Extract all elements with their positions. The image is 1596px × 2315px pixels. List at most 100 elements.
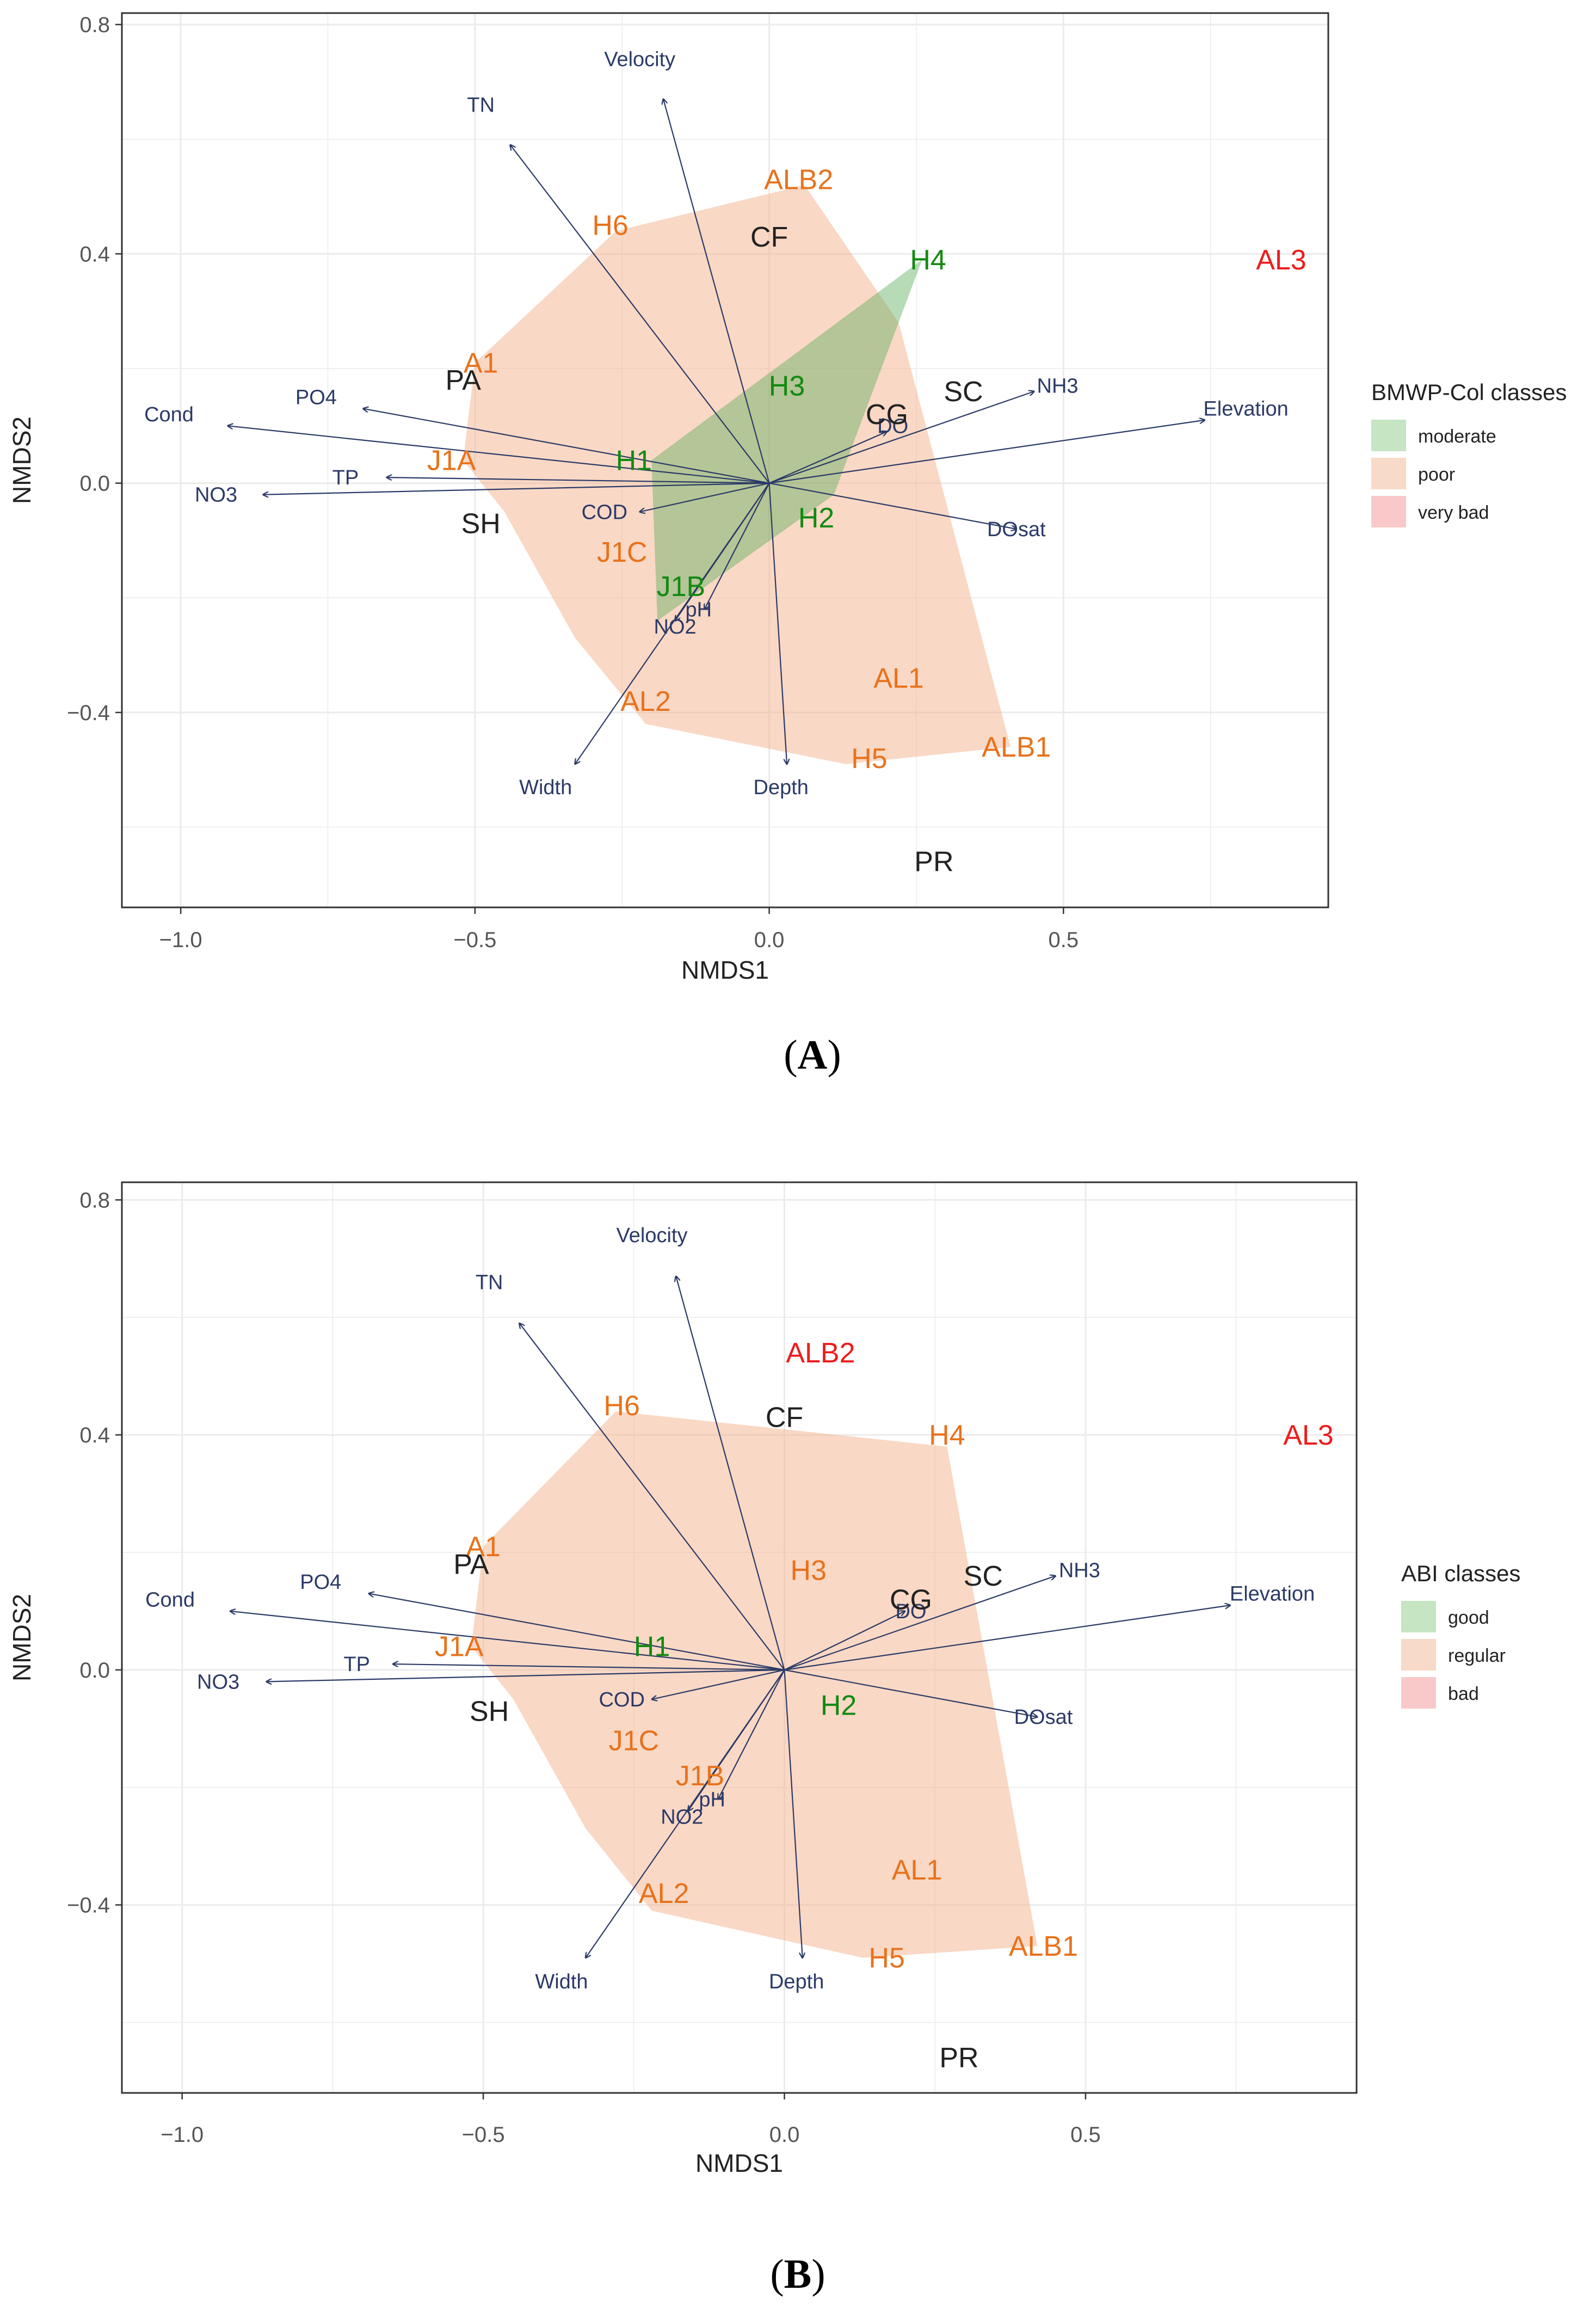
vector-label-ph: pH xyxy=(699,1788,725,1811)
plot-frame xyxy=(121,12,1329,908)
site-label-sc: SC xyxy=(964,1561,1003,1592)
vector-arrow-do xyxy=(769,432,887,484)
site-label-h1: H1 xyxy=(616,445,652,477)
site-label-h3: H3 xyxy=(769,371,805,402)
vector-arrow-nh3 xyxy=(784,1576,1056,1671)
x-axis-title: NMDS1 xyxy=(695,2149,783,2177)
panel-label: (B) xyxy=(770,2251,825,2297)
vector-arrow-no3 xyxy=(263,482,769,495)
vector-arrow-tp xyxy=(393,1664,785,1671)
vector-label-ph: pH xyxy=(686,598,712,621)
site-label-h3: H3 xyxy=(791,1555,827,1586)
x-axis-title: NMDS1 xyxy=(681,956,769,984)
hull-regular xyxy=(471,1411,1038,1958)
legend-key-bad xyxy=(1401,1677,1436,1709)
vector-label-elevation: Elevation xyxy=(1203,398,1288,421)
vector-arrow-po4 xyxy=(369,1594,785,1671)
y-axis-title: NMDS2 xyxy=(8,416,36,504)
vector-label-width: Width xyxy=(535,1970,588,1993)
vector-arrow-velocity xyxy=(676,1276,785,1671)
y-tick-label: 0.0 xyxy=(79,472,110,496)
vector-label-cod: COD xyxy=(599,1688,644,1711)
site-label-al2: AL2 xyxy=(620,686,671,717)
site-label-h6: H6 xyxy=(592,210,628,242)
site-label-j1a: J1A xyxy=(435,1631,484,1663)
vector-arrow-po4 xyxy=(363,409,769,484)
site-label-a1: A1 xyxy=(466,1531,501,1563)
vector-label-cond: Cond xyxy=(145,1588,195,1611)
site-label-cg: CG xyxy=(866,399,908,431)
vector-arrow-depth xyxy=(768,483,787,764)
site-label-h4: H4 xyxy=(910,244,946,276)
legend-key-regular xyxy=(1401,1639,1436,1671)
site-label-h4: H4 xyxy=(929,1420,965,1451)
vector-label-tn: TN xyxy=(467,94,495,117)
site-label-j1b: J1B xyxy=(657,571,706,603)
y-tick-label: 0.8 xyxy=(79,13,110,37)
vector-label-velocity: Velocity xyxy=(604,48,675,71)
vector-label-tp: TP xyxy=(332,466,359,489)
site-label-pr: PR xyxy=(914,846,953,878)
site-label-h1: H1 xyxy=(634,1631,670,1663)
site-label-al1: AL1 xyxy=(873,663,924,695)
site-label-h2: H2 xyxy=(798,502,834,534)
vector-label-tp: TP xyxy=(343,1653,370,1676)
vector-arrow-nh3 xyxy=(769,391,1034,484)
legend: ABI classes good regular bad xyxy=(1401,1561,1520,1709)
x-tick-label: −0.5 xyxy=(453,928,496,952)
site-label-j1b: J1B xyxy=(676,1760,725,1792)
legend-label-regular: regular xyxy=(1448,1645,1506,1666)
site-label-pr: PR xyxy=(939,2042,978,2074)
vector-arrow-tn xyxy=(520,1323,785,1671)
panel-b: VelocityTNCondPO4TPNO3CODNO2pHWidthDepth… xyxy=(8,1181,1520,2297)
legend-label-poor: poor xyxy=(1418,464,1455,485)
site-label-sc: SC xyxy=(944,376,983,408)
vector-label-po4: PO4 xyxy=(300,1571,341,1594)
vector-arrow-width xyxy=(575,483,770,764)
vector-arrow-dosat xyxy=(784,1669,1038,1717)
site-label-alb1: ALB1 xyxy=(982,732,1051,763)
vector-label-velocity: Velocity xyxy=(617,1224,688,1247)
x-tick-label: −1.0 xyxy=(161,2123,204,2147)
plot-frame xyxy=(121,1181,1358,2094)
site-label-h5: H5 xyxy=(851,743,887,775)
legend-key-moderate xyxy=(1371,420,1406,451)
site-label-j1c: J1C xyxy=(609,1725,659,1757)
site-label-h6: H6 xyxy=(603,1390,639,1422)
vector-arrow-velocity xyxy=(663,99,770,483)
site-label-pa: PA xyxy=(453,1549,489,1581)
vector-label-width: Width xyxy=(519,776,572,799)
vector-label-do: DO xyxy=(877,415,908,438)
legend-label-very-bad: very bad xyxy=(1418,502,1489,523)
vector-arrow-elevation xyxy=(784,1605,1230,1671)
vector-label-nh3: NH3 xyxy=(1059,1559,1100,1582)
vector-label-elevation: Elevation xyxy=(1230,1583,1315,1606)
site-label-sh: SH xyxy=(470,1696,509,1727)
panel-label: (A) xyxy=(784,1032,841,1078)
site-label-cf: CF xyxy=(750,222,788,253)
site-label-sh: SH xyxy=(461,508,501,539)
site-label-al3: AL3 xyxy=(1256,244,1307,276)
site-label-a1: A1 xyxy=(464,347,498,379)
site-label-al1: AL1 xyxy=(892,1855,942,1886)
site-label-cg: CG xyxy=(890,1584,932,1616)
y-tick-label: −0.4 xyxy=(67,1894,110,1918)
y-tick-label: −0.4 xyxy=(67,701,110,725)
site-label-cf: CF xyxy=(766,1402,803,1434)
vector-label-cod: COD xyxy=(582,501,627,524)
x-tick-label: 0.5 xyxy=(1070,2123,1101,2147)
site-label-h2: H2 xyxy=(821,1690,856,1722)
hull-moderate xyxy=(651,259,922,621)
vector-label-no3: NO3 xyxy=(197,1671,239,1693)
y-tick-label: 0.4 xyxy=(79,1423,110,1447)
legend-key-very-bad xyxy=(1371,496,1406,527)
x-tick-label: −0.5 xyxy=(462,2123,505,2147)
legend-title: ABI classes xyxy=(1401,1561,1520,1586)
site-label-alb2: ALB2 xyxy=(786,1337,855,1369)
vector-label-tn: TN xyxy=(476,1271,503,1294)
site-label-alb1: ALB1 xyxy=(1009,1931,1078,1962)
legend-title: BMWP-Col classes xyxy=(1371,379,1567,405)
